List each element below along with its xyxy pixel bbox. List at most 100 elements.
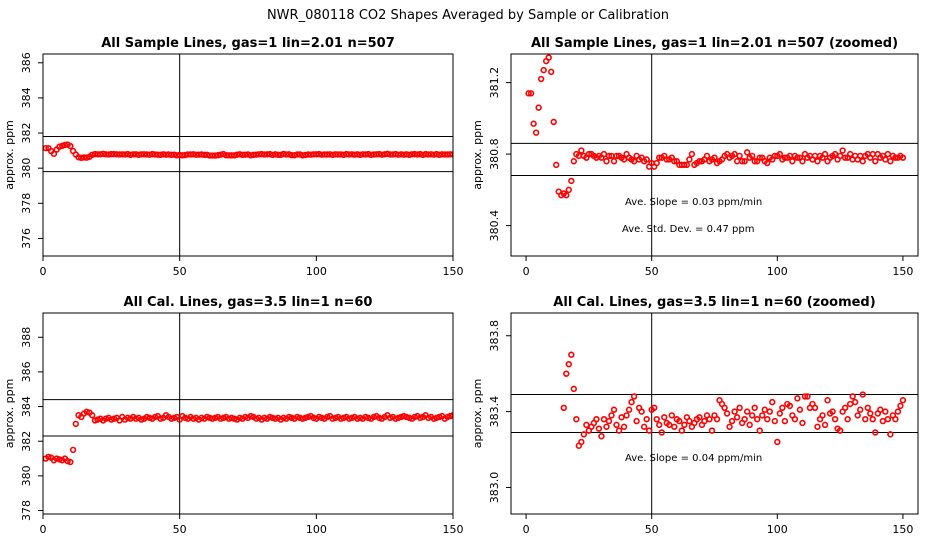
figure-title: NWR_080118 CO2 Shapes Averaged by Sample… (267, 8, 669, 23)
data-point (892, 415, 899, 423)
annotation-text: Ave. Slope = 0.03 ppm/min (625, 197, 762, 208)
y-tick-label: 383.4 (488, 396, 501, 428)
data-point (743, 408, 751, 415)
data-point (781, 417, 789, 425)
data-point (811, 152, 819, 160)
data-point (841, 154, 849, 161)
data-point (743, 149, 751, 156)
data-point (530, 120, 537, 127)
panel-title: All Sample Lines, gas=1 lin=2.01 n=507 (… (531, 36, 898, 51)
y-tick-label: 384 (20, 396, 33, 417)
data-point (728, 417, 736, 425)
plot-frame (42, 53, 454, 257)
data-point (776, 150, 784, 158)
y-tick-label: 380.4 (488, 210, 501, 242)
data-point (794, 395, 801, 402)
data-point (610, 158, 618, 165)
data-point (640, 423, 648, 430)
data-point (751, 404, 758, 412)
data-point (794, 154, 801, 161)
data-point (736, 152, 743, 160)
data-point (796, 406, 804, 413)
data-point (899, 397, 907, 404)
data-point (449, 412, 453, 419)
data-point (620, 423, 628, 430)
data-point (645, 427, 653, 434)
data-point (748, 412, 756, 419)
data-point (864, 404, 871, 412)
data-point (671, 158, 678, 165)
data-point (741, 158, 748, 165)
x-tick-label: 100 (767, 523, 788, 536)
data-point (701, 417, 708, 425)
y-tick-label: 380 (20, 158, 33, 179)
data-point (633, 417, 640, 425)
data-point (774, 438, 781, 446)
data-point (769, 398, 776, 406)
x-tick-label: 0 (40, 523, 47, 536)
data-point (231, 152, 238, 159)
data-point (814, 158, 821, 165)
data-point (766, 408, 773, 415)
y-tick-label: 384 (20, 87, 33, 108)
data-point (610, 406, 618, 413)
data-point (872, 429, 879, 436)
x-tick-label: 0 (523, 265, 530, 278)
data-point (600, 415, 608, 423)
data-point (67, 458, 74, 466)
data-point (854, 412, 861, 419)
data-point (764, 159, 771, 167)
data-point (748, 152, 756, 160)
data-point (882, 156, 889, 163)
y-tick-label: 378 (20, 193, 33, 214)
data-point (804, 393, 811, 400)
data-points (560, 351, 907, 449)
y-tick-label: 378 (20, 500, 33, 521)
data-point (563, 370, 570, 377)
plot-frame (510, 312, 919, 515)
data-point (563, 192, 570, 199)
data-point (605, 417, 613, 425)
data-point (595, 425, 603, 432)
chart-panel-4: All Cal. Lines, gas=3.5 lin=1 n=60 (zoom… (471, 295, 919, 536)
chart-panel-2: All Sample Lines, gas=1 lin=2.01 n=507 (… (471, 36, 919, 278)
y-tick-label: 388 (20, 327, 33, 348)
data-point (214, 151, 222, 159)
data-point (841, 404, 849, 412)
data-point (869, 415, 876, 423)
data-point (565, 186, 572, 194)
data-point (821, 150, 829, 158)
data-point (836, 427, 844, 434)
x-tick-label: 50 (645, 265, 659, 278)
data-point (859, 391, 866, 398)
data-point (799, 158, 806, 165)
data-point (643, 156, 650, 163)
data-point (583, 421, 590, 429)
data-point (887, 431, 894, 438)
data-point (786, 402, 794, 410)
data-point (553, 161, 560, 169)
data-point (69, 446, 77, 454)
panels: All Sample Lines, gas=1 lin=2.01 n=507 0 5… (3, 36, 919, 536)
data-point (721, 404, 728, 412)
data-point (598, 433, 605, 440)
data-point (683, 161, 691, 169)
data-point (869, 150, 876, 158)
x-tick-label: 100 (767, 265, 788, 278)
plot-frame (510, 53, 919, 257)
x-tick-label: 50 (173, 265, 187, 278)
data-point (756, 427, 763, 434)
x-tick-label: 150 (892, 523, 913, 536)
data-point (731, 408, 738, 415)
data-point (811, 404, 819, 412)
data-point (877, 406, 884, 413)
data-point (573, 415, 580, 423)
data-point (736, 404, 743, 412)
data-point (849, 393, 856, 400)
data-point (578, 147, 585, 154)
data-point (882, 408, 889, 415)
x-tick-label: 0 (523, 523, 530, 536)
y-tick-label: 380.8 (488, 138, 501, 170)
data-point (540, 66, 547, 74)
